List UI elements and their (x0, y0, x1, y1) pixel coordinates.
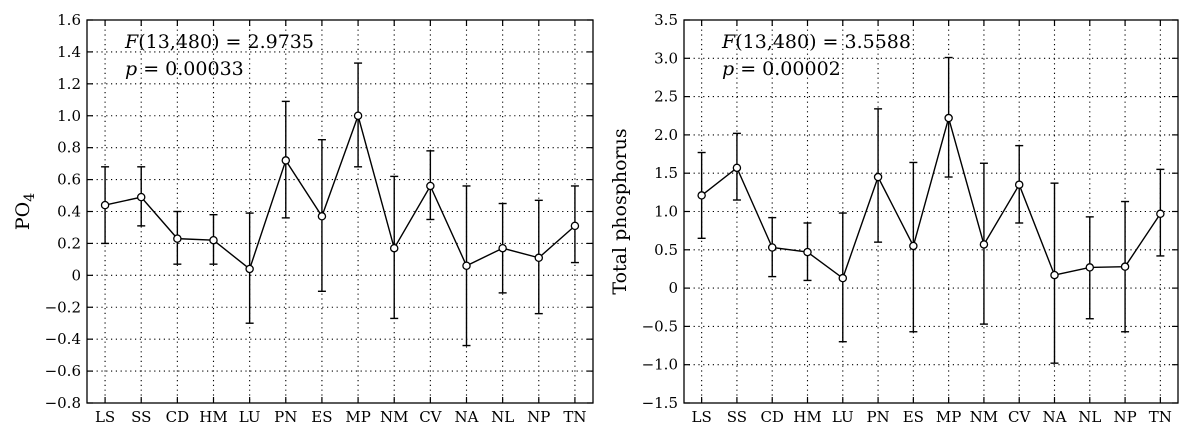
x-tick-label: PN (274, 408, 297, 426)
series-line (104, 113, 576, 271)
annotation-stat: p = 0.00002 (722, 58, 841, 80)
data-point (979, 240, 989, 249)
data-point (732, 163, 742, 173)
y-tick-label: 0.6 (57, 171, 81, 189)
y-tick-label: −0.2 (45, 298, 81, 316)
y-axis-label-subscript: 4 (22, 193, 38, 202)
x-tick-label: HM (199, 408, 227, 426)
y-tick-label: −0.8 (45, 394, 81, 412)
y-tick-label: 1.0 (654, 203, 678, 221)
x-tick-label: TN (563, 408, 586, 426)
data-point (767, 243, 777, 252)
annotation-stat: p = 0.00033 (125, 58, 244, 80)
y-tick-label: −1.0 (642, 356, 678, 374)
x-tick-label: LU (832, 408, 854, 426)
y-tick-label: 0 (71, 266, 81, 284)
x-tick-label: NP (527, 408, 550, 426)
annotation-symbol: p (722, 58, 734, 80)
x-tick-label: NA (455, 408, 479, 426)
data-point (173, 234, 182, 243)
annotation-stat: F(13,480) = 3.5588 (721, 31, 911, 53)
y-axis-label: PO4 (12, 193, 38, 230)
x-tick-label: PN (866, 408, 889, 426)
y-tick-label: 0.4 (57, 203, 81, 221)
data-point (534, 253, 544, 263)
y-tick-label: −0.4 (45, 330, 81, 348)
x-tick-label: SS (727, 408, 747, 426)
y-tick-label: 2.5 (654, 88, 678, 106)
data-point (245, 264, 254, 274)
x-tick-label: ES (903, 408, 924, 426)
data-point (944, 113, 953, 123)
annotation-symbol: F (721, 31, 736, 53)
chart-2: −1.5 −1.0 −0.5 0 0.5 1.0 1.5 2.0 2.5 3.0 3.5 LS SS CD… (609, 11, 1179, 426)
y-tick-label: 2.0 (654, 126, 678, 144)
annotation-symbol: p (125, 58, 137, 80)
data-point (570, 221, 580, 231)
y-axis-label: Total phosphorus (609, 128, 631, 294)
x-tick-label: CV (419, 408, 442, 426)
data-point (1156, 209, 1165, 219)
data-point (1085, 263, 1095, 272)
x-tick-label: TN (1149, 408, 1172, 426)
y-tick-label: 0.2 (57, 234, 81, 252)
chart-1: −0.8 −0.6 −0.4 −0.2 0 0.2 0.4 0.6 0.8 1.0 1.2 1.4 1.… (12, 11, 594, 426)
data-point (136, 192, 146, 202)
data-point (697, 191, 706, 200)
data-point (389, 243, 399, 253)
x-tick-label: CD (760, 408, 784, 426)
grid (684, 20, 1178, 403)
y-tick-label: −0.5 (642, 317, 678, 335)
data-point (1050, 270, 1059, 280)
data-point (353, 111, 363, 121)
x-tick-label: ES (311, 408, 332, 426)
x-tick-label: MP (345, 408, 370, 426)
data-point (803, 247, 812, 257)
annotation-symbol: F (124, 31, 139, 53)
y-tick-label: 1.6 (57, 11, 81, 29)
y-tick-label: 0 (668, 279, 678, 297)
annotation-stat: F(13,480) = 2.9735 (124, 31, 314, 53)
y-tick-label: −0.6 (45, 362, 81, 380)
data-point (498, 243, 507, 253)
data-point (100, 200, 110, 210)
x-tick-label: MP (936, 408, 961, 426)
y-tick-label: −1.5 (642, 394, 678, 412)
data-point (281, 156, 291, 165)
y-tick-label: 1.4 (57, 43, 81, 61)
x-tick-label: NM (970, 408, 998, 426)
x-tick-label: NA (1043, 408, 1067, 426)
y-tick-label: 1.2 (57, 75, 81, 93)
data-point (317, 212, 327, 221)
x-tick-label: SS (131, 408, 151, 426)
x-tick-label: NP (1113, 408, 1136, 426)
y-tick-label: 3.5 (654, 11, 678, 29)
y-tick-label: 3.0 (654, 49, 678, 67)
data-point (873, 172, 883, 182)
x-tick-label: LU (239, 408, 261, 426)
data-point (909, 241, 918, 251)
data-point (209, 235, 218, 245)
x-tick-label: CV (1008, 408, 1031, 426)
x-tick-label: LS (95, 408, 115, 426)
x-tick-label: NL (491, 408, 514, 426)
x-tick-label: NL (1078, 408, 1101, 426)
y-tick-label: 0.8 (57, 139, 81, 157)
x-tick-label: CD (166, 408, 190, 426)
x-tick-label: NM (380, 408, 408, 426)
x-tick-label: HM (793, 408, 821, 426)
data-point (838, 273, 848, 283)
y-tick-label: 1.0 (57, 107, 81, 125)
series-line (701, 115, 1161, 280)
x-tick-label: LS (692, 408, 712, 426)
data-point (1120, 262, 1130, 271)
y-tick-label: 0.5 (654, 241, 678, 259)
data-point (426, 181, 435, 191)
data-point (1014, 180, 1024, 189)
data-point (462, 261, 471, 271)
y-tick-label: 1.5 (654, 164, 678, 182)
